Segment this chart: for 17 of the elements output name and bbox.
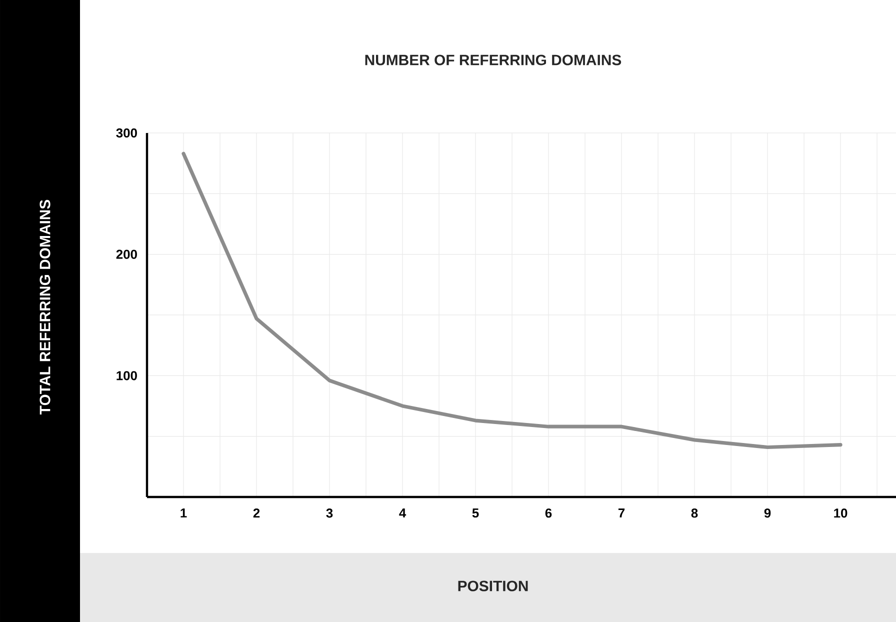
x-tick-label: 7 (618, 508, 625, 518)
x-axis-title: POSITION (458, 580, 528, 592)
y-tick-label: 200 (116, 250, 137, 259)
chart-title: NUMBER OF REFERRING DOMAINS (365, 54, 622, 66)
x-tick-label: 1 (180, 508, 187, 518)
x-tick-label: 5 (472, 508, 479, 518)
line-series (182, 152, 842, 450)
x-tick-label: 9 (764, 508, 771, 518)
y-axis-title: TOTAL REFERRING DOMAINS (40, 200, 50, 414)
x-tick-label: 10 (834, 508, 848, 518)
y-tick-label: 100 (116, 371, 137, 380)
y-tick-label: 300 (116, 128, 137, 138)
x-tick-label: 8 (691, 508, 698, 518)
x-tick-label: 6 (545, 508, 552, 518)
x-tick-label: 4 (399, 508, 406, 518)
x-tick-label: 2 (253, 508, 260, 518)
x-tick-label: 3 (326, 508, 333, 518)
